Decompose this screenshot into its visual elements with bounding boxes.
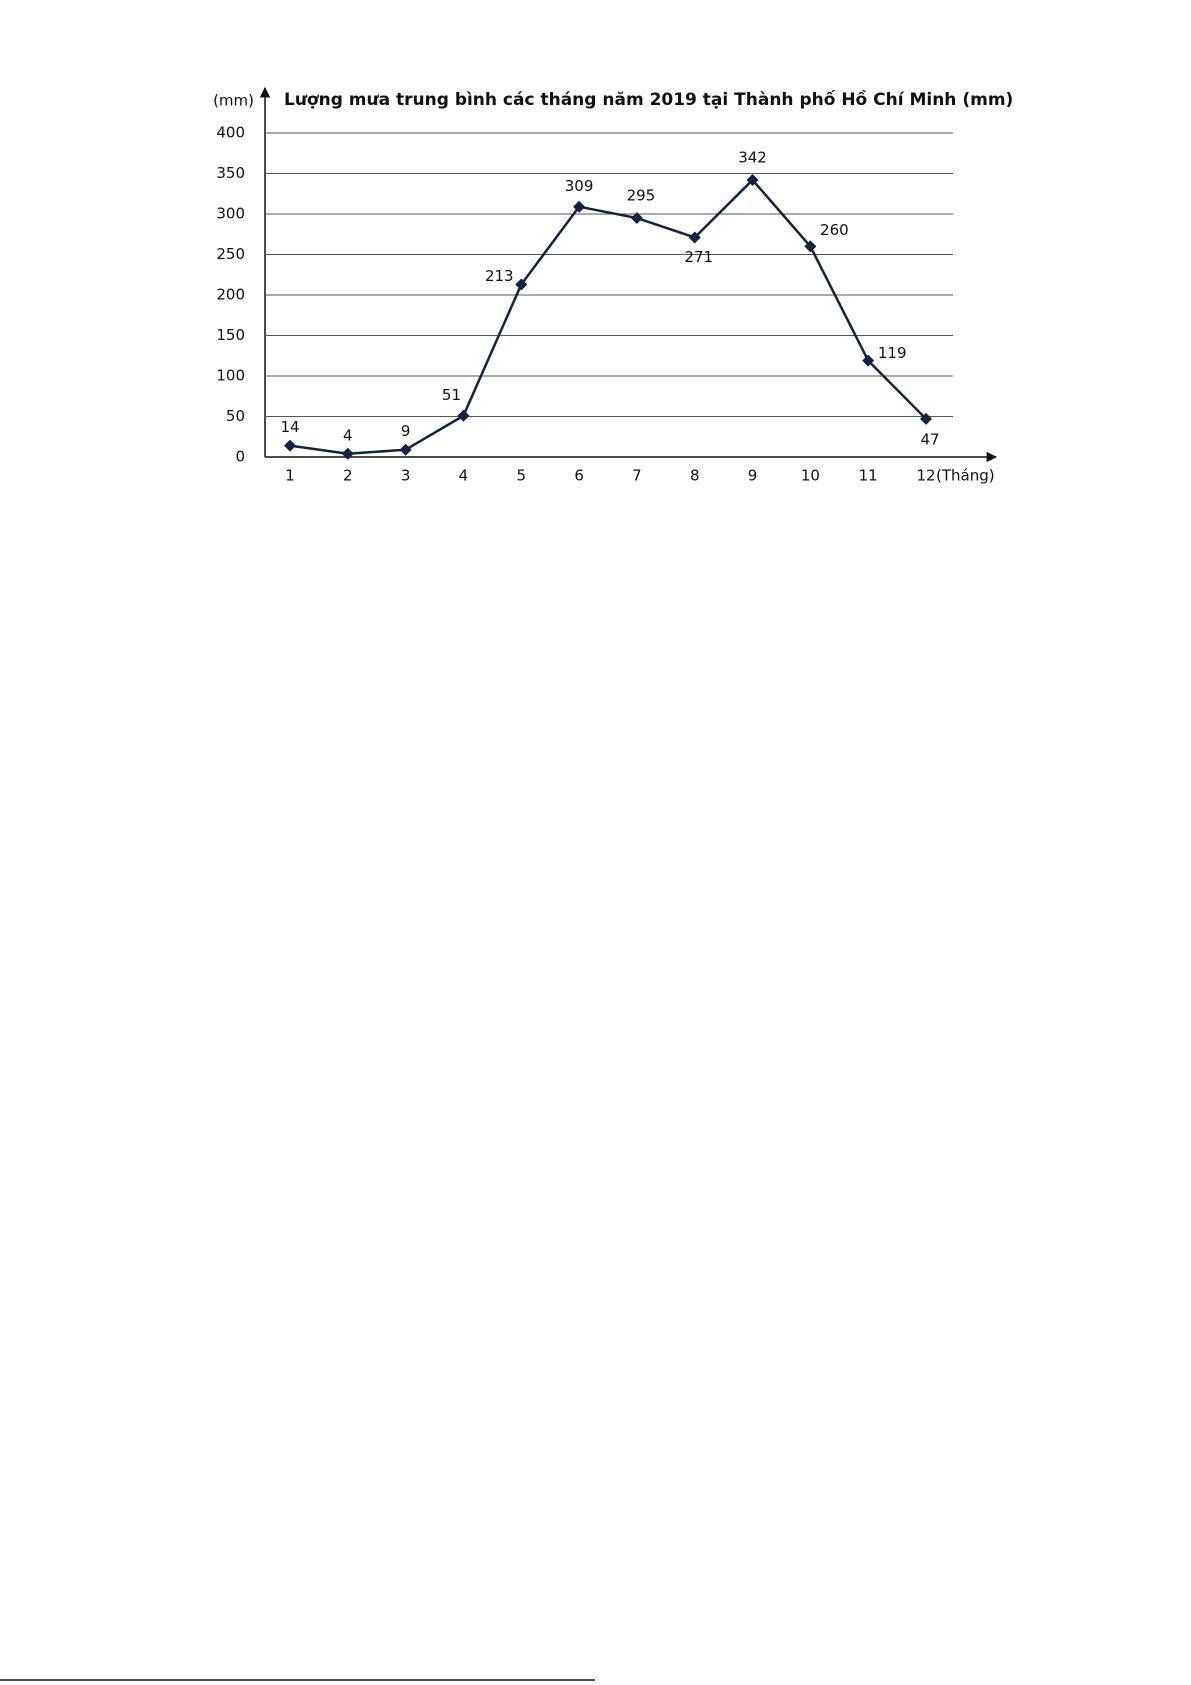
point-marker bbox=[457, 409, 470, 422]
data-label: 342 bbox=[738, 148, 767, 166]
chart-title: Lượng mưa trung bình các tháng năm 2019 … bbox=[284, 89, 1013, 110]
point-marker bbox=[573, 200, 586, 213]
x-tick-label: 6 bbox=[574, 467, 584, 485]
data-label: 9 bbox=[401, 422, 411, 440]
data-label: 295 bbox=[627, 187, 656, 205]
y-tick-label: 250 bbox=[216, 245, 245, 263]
x-tick-label: 2 bbox=[343, 467, 353, 485]
y-tick-label: 300 bbox=[216, 205, 245, 223]
data-label: 4 bbox=[343, 426, 353, 444]
y-tick-label: 200 bbox=[216, 286, 245, 304]
point-marker bbox=[399, 443, 412, 456]
y-tick-label: 150 bbox=[216, 326, 245, 344]
data-label: 14 bbox=[280, 418, 299, 436]
y-tick-label: 0 bbox=[235, 448, 245, 466]
x-tick-label: 1 bbox=[285, 467, 295, 485]
point-marker bbox=[920, 412, 932, 425]
data-label: 47 bbox=[920, 430, 939, 448]
x-tick-label: 12 bbox=[916, 467, 935, 485]
series-line bbox=[289, 178, 927, 456]
point-marker bbox=[284, 439, 296, 452]
point-marker bbox=[804, 240, 817, 253]
x-tick-label: 9 bbox=[748, 467, 758, 485]
y-tick-label: 350 bbox=[216, 164, 245, 182]
y-tick-label: 400 bbox=[216, 124, 245, 142]
point-marker bbox=[630, 212, 643, 225]
x-tick-label: 3 bbox=[401, 467, 411, 485]
point-marker bbox=[515, 278, 528, 291]
x-tick-label: 7 bbox=[632, 467, 642, 485]
x-tick-label: 11 bbox=[859, 467, 878, 485]
data-label: 309 bbox=[565, 177, 594, 195]
point-marker bbox=[341, 447, 354, 460]
x-tick-label: 8 bbox=[690, 467, 700, 485]
x-tick-label: 5 bbox=[516, 467, 526, 485]
x-tick-label: 4 bbox=[459, 467, 469, 485]
point-marker bbox=[688, 231, 701, 244]
point-marker bbox=[862, 354, 875, 367]
y-tick-label: 100 bbox=[216, 367, 245, 385]
data-label: 119 bbox=[878, 344, 907, 362]
x-axis-label: (Tháng) bbox=[936, 467, 995, 485]
x-tick-label: 10 bbox=[801, 467, 820, 485]
y-axis-label: (mm) bbox=[213, 92, 254, 110]
data-label: 51 bbox=[442, 386, 461, 404]
data-label: 271 bbox=[684, 248, 713, 266]
data-label: 260 bbox=[820, 221, 849, 239]
y-tick-label: 50 bbox=[226, 407, 245, 425]
data-label: 213 bbox=[485, 267, 514, 285]
point-marker bbox=[746, 173, 759, 186]
